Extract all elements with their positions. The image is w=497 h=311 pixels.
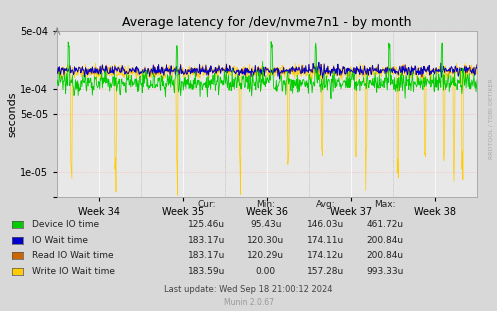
Text: IO Wait time: IO Wait time bbox=[32, 236, 88, 244]
Y-axis label: seconds: seconds bbox=[7, 91, 17, 137]
Text: RRDTOOL / TOBI OETIKER: RRDTOOL / TOBI OETIKER bbox=[489, 78, 494, 159]
Text: 183.59u: 183.59u bbox=[187, 267, 225, 276]
Text: 183.17u: 183.17u bbox=[187, 236, 225, 244]
Text: Device IO time: Device IO time bbox=[32, 220, 99, 229]
Text: 0.00: 0.00 bbox=[256, 267, 276, 276]
Text: 174.11u: 174.11u bbox=[307, 236, 344, 244]
Text: 183.17u: 183.17u bbox=[187, 251, 225, 260]
Text: Cur:: Cur: bbox=[197, 200, 216, 209]
Text: 125.46u: 125.46u bbox=[188, 220, 225, 229]
Text: 120.29u: 120.29u bbox=[248, 251, 284, 260]
Text: Read IO Wait time: Read IO Wait time bbox=[32, 251, 114, 260]
Text: 95.43u: 95.43u bbox=[250, 220, 282, 229]
Text: 200.84u: 200.84u bbox=[367, 251, 404, 260]
Text: Last update: Wed Sep 18 21:00:12 2024: Last update: Wed Sep 18 21:00:12 2024 bbox=[164, 285, 333, 294]
Text: 174.12u: 174.12u bbox=[307, 251, 344, 260]
Text: Write IO Wait time: Write IO Wait time bbox=[32, 267, 115, 276]
Text: Min:: Min: bbox=[256, 200, 275, 209]
Text: Munin 2.0.67: Munin 2.0.67 bbox=[224, 298, 273, 307]
Text: 120.30u: 120.30u bbox=[248, 236, 284, 244]
Text: 993.33u: 993.33u bbox=[366, 267, 404, 276]
Title: Average latency for /dev/nvme7n1 - by month: Average latency for /dev/nvme7n1 - by mo… bbox=[122, 16, 412, 29]
Text: Avg:: Avg: bbox=[316, 200, 335, 209]
Text: 157.28u: 157.28u bbox=[307, 267, 344, 276]
Text: 200.84u: 200.84u bbox=[367, 236, 404, 244]
Text: 146.03u: 146.03u bbox=[307, 220, 344, 229]
Text: Max:: Max: bbox=[374, 200, 396, 209]
Text: 461.72u: 461.72u bbox=[367, 220, 404, 229]
